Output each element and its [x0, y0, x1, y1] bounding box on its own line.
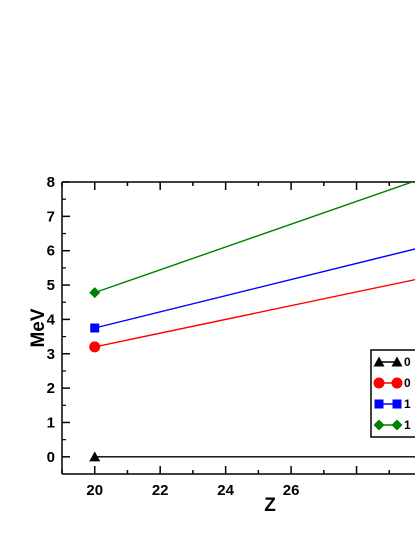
data-point-triangle	[391, 356, 403, 367]
series-layer	[94, 182, 415, 458]
y-tick-label: 3	[47, 346, 55, 363]
legend-label: 1	[404, 397, 411, 411]
y-tick-label: 7	[47, 208, 55, 225]
x-axis-title: Z	[264, 495, 276, 516]
legend-entry: 0	[373, 376, 411, 390]
data-point-diamond	[373, 419, 385, 431]
y-tick-label: 8	[47, 174, 55, 191]
series-line-circle	[94, 278, 415, 348]
axes: 0 1 2 3 4 5 6 7 8 20 22 24 26	[47, 174, 415, 499]
data-point-diamond	[391, 419, 403, 431]
legend-entry: 0	[373, 355, 411, 369]
data-point-diamond	[89, 287, 101, 299]
legend-label: 1	[404, 418, 411, 432]
x-tick-label: 22	[152, 482, 169, 499]
x-tick-label: 20	[86, 482, 103, 499]
x-tick-label: 26	[283, 482, 300, 499]
data-point-square	[374, 399, 384, 409]
data-point-square	[392, 399, 402, 409]
legend-label: 0	[404, 376, 411, 390]
y-tick-label: 0	[47, 449, 55, 466]
y-tick-label: 1	[47, 414, 55, 431]
data-point-circle	[373, 377, 385, 389]
legend: 0 0 1 1	[370, 349, 415, 438]
legend-label: 0	[404, 355, 411, 369]
x-tick-label: 24	[217, 482, 234, 499]
y-tick-label: 5	[47, 277, 55, 294]
y-axis-title: MeV	[28, 308, 49, 347]
legend-entry: 1	[373, 418, 411, 432]
legend-entry: 1	[374, 397, 411, 411]
data-point-circle	[89, 341, 101, 353]
series-line-square	[94, 248, 415, 329]
y-tick-label: 4	[47, 311, 56, 328]
data-point-square	[90, 323, 100, 333]
y-tick-label: 6	[47, 243, 55, 260]
data-point-circle	[391, 377, 403, 389]
series-line-diamond	[94, 182, 415, 294]
markers-layer	[89, 287, 101, 462]
data-point-triangle	[373, 356, 385, 367]
data-point-triangle	[89, 451, 101, 462]
y-tick-label: 2	[47, 380, 55, 397]
